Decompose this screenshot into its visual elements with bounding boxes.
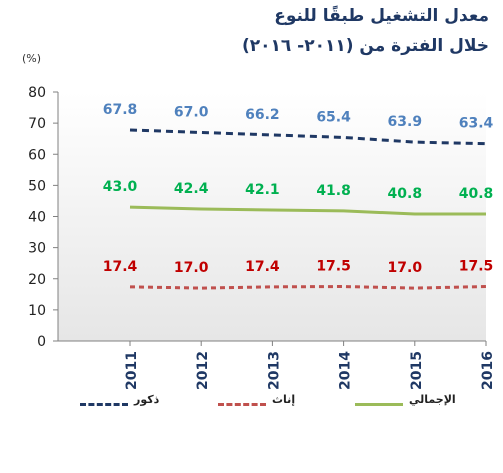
data-label-males: 65.4	[316, 109, 351, 125]
data-label-total: 43.0	[103, 179, 138, 195]
y-tick-label: 60	[28, 147, 46, 163]
legend-item-females: إناث	[218, 393, 328, 413]
plot-area	[58, 92, 486, 341]
x-tick-label: 2015	[409, 351, 425, 390]
chart-subtitle: خلال الفترة من (٢٠١١- ٢٠١٦)	[241, 36, 489, 56]
data-label-total: 40.8	[459, 186, 494, 202]
x-tick-label: 2012	[195, 351, 211, 390]
y-tick-label: 40	[28, 210, 46, 226]
legend-swatch-females	[218, 403, 266, 406]
data-label-males: 67.0	[174, 104, 209, 120]
y-tick-label: 70	[28, 116, 46, 132]
data-label-males: 67.8	[103, 102, 138, 118]
x-tick-label: 2016	[480, 351, 496, 390]
data-label-females: 17.5	[459, 259, 494, 275]
y-axis-unit: (%)	[22, 52, 42, 65]
legend-item-total: الإجمالي	[355, 393, 485, 413]
legend-swatch-males	[80, 403, 128, 406]
legend-label-total: الإجمالي	[409, 393, 456, 406]
data-label-females: 17.4	[103, 259, 138, 275]
x-tick-label: 2011	[124, 351, 140, 390]
series-line-total	[129, 205, 486, 216]
x-tick-label: 2013	[266, 351, 282, 390]
y-tick-label: 10	[28, 303, 46, 319]
legend-item-males: ذكور	[80, 393, 190, 413]
legend-swatch-total	[355, 403, 403, 406]
data-label-females: 17.0	[174, 260, 209, 276]
chart-title: معدل التشغيل طبقًا للنوع	[274, 6, 489, 26]
data-label-total: 42.4	[174, 181, 209, 197]
data-label-males: 63.4	[459, 116, 494, 132]
y-tick-label: 30	[28, 241, 46, 257]
x-tick-label: 2014	[338, 351, 354, 390]
y-tick-label: 0	[37, 334, 46, 350]
y-tick-label: 20	[28, 272, 46, 288]
data-label-males: 63.9	[388, 114, 423, 130]
data-label-females: 17.0	[388, 260, 423, 276]
legend-label-females: إناث	[272, 393, 296, 406]
data-label-females: 17.5	[316, 259, 351, 275]
data-label-total: 42.1	[245, 182, 280, 198]
y-tick-label: 80	[28, 85, 46, 101]
legend-label-males: ذكور	[134, 393, 160, 406]
data-label-males: 66.2	[245, 107, 280, 123]
data-label-total: 40.8	[388, 186, 423, 202]
data-label-total: 41.8	[316, 183, 351, 199]
data-label-females: 17.4	[245, 259, 280, 275]
y-tick-label: 50	[28, 178, 46, 194]
